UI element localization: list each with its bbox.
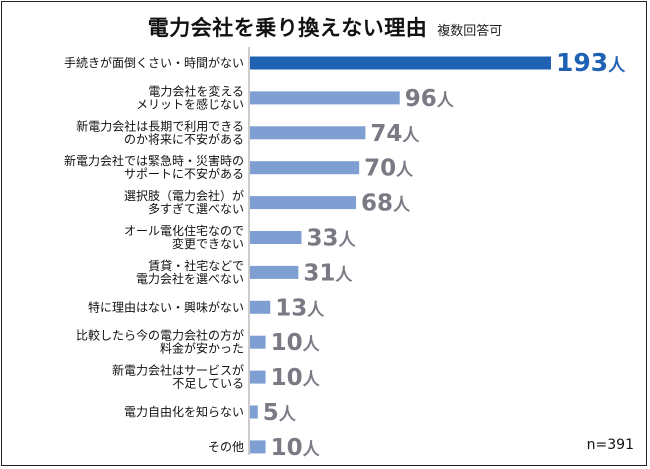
category-label: 賃貸・社宅などで電力会社を選べない — [136, 258, 244, 286]
value-label: 31人 — [303, 260, 353, 286]
value-label: 193人 — [556, 48, 626, 77]
bar — [250, 335, 266, 349]
value-label: 68人 — [361, 191, 411, 217]
bar — [250, 265, 299, 279]
category-label: 手続きが面倒くさい・時間がない — [64, 55, 244, 70]
chart-subtitle: 複数回答可 — [437, 24, 503, 39]
category-label: 新電力会社は長期で利用できるのか将来に不安がある — [76, 118, 244, 146]
bar — [250, 300, 271, 314]
category-label: 電力会社を変えるメリットを感じない — [136, 83, 244, 111]
category-label: 選択肢（電力会社）が多すぎて選べない — [124, 188, 244, 216]
value-label: 10人 — [271, 365, 321, 391]
bar — [250, 405, 258, 419]
value-label: 96人 — [405, 86, 455, 112]
value-label: 74人 — [370, 121, 420, 147]
category-label: 電力自由化を知らない — [124, 405, 244, 419]
bar — [250, 56, 551, 70]
category-label: 特に理由はない・興味がない — [88, 299, 244, 314]
bar — [250, 126, 366, 140]
category-label: 比較したら今の電力会社の方が料金が安かった — [76, 328, 244, 356]
value-label: 13人 — [275, 295, 325, 321]
category-label: その他 — [208, 440, 244, 454]
category-label: 新電力会社では緊急時・災害時のサポートに不安がある — [64, 153, 244, 181]
bar — [250, 440, 266, 454]
bar — [250, 91, 400, 105]
category-label: 新電力会社はサービスが不足している — [112, 363, 244, 391]
category-label: オール電化住宅なので変更できない — [124, 223, 244, 251]
value-label: 5人 — [263, 400, 297, 426]
value-label: 33人 — [306, 226, 356, 252]
bar — [250, 196, 357, 210]
value-label: 10人 — [271, 330, 321, 356]
bar — [250, 161, 360, 175]
bar — [250, 370, 266, 384]
bar — [250, 231, 302, 244]
value-label: 10人 — [271, 435, 321, 461]
value-label: 70人 — [364, 156, 414, 182]
chart-title: 電力会社を乗り換えない理由 — [147, 16, 428, 40]
sample-size: n=391 — [586, 437, 634, 453]
chart-title-row: 電力会社を乗り換えない理由 複数回答可 — [2, 12, 648, 42]
